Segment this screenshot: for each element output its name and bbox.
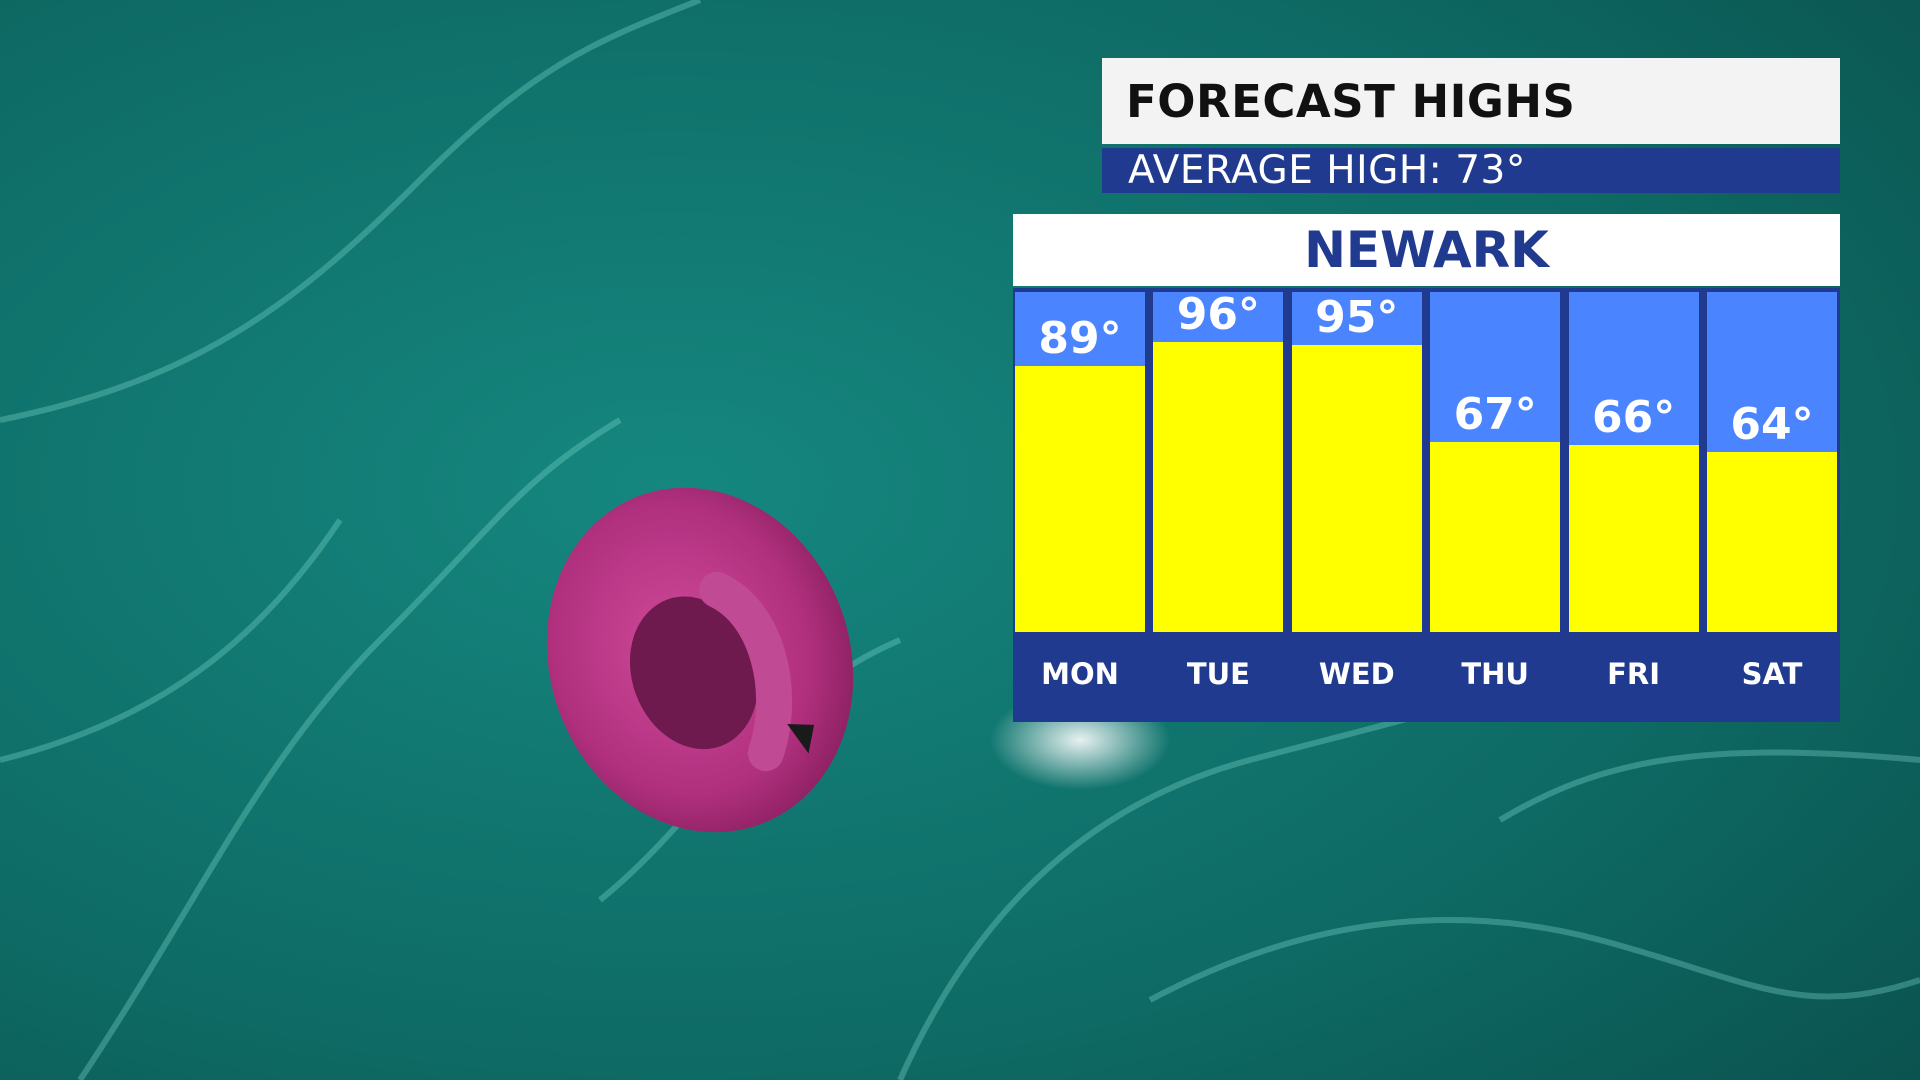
day-column-wed: 95° WED: [1291, 292, 1422, 716]
day-label-mon: MON: [1015, 632, 1145, 716]
value-label-sat: 64°: [1730, 398, 1814, 450]
average-high-value: 73°: [1455, 148, 1526, 193]
value-label-mon: 89°: [1038, 312, 1122, 364]
bar-fri: [1568, 444, 1699, 632]
average-high-label: AVERAGE HIGH:: [1128, 148, 1443, 193]
day-label-thu: THU: [1430, 632, 1561, 716]
day-label-wed: WED: [1291, 632, 1422, 716]
value-label-wed: 95°: [1315, 292, 1399, 344]
bar-wed: [1291, 345, 1422, 632]
chart-title: FORECAST HIGHS: [1126, 74, 1576, 128]
value-label-thu: 67°: [1453, 388, 1537, 440]
day-column-thu: 67° THU: [1430, 292, 1561, 716]
day-column-fri: 66° FRI: [1568, 292, 1699, 716]
value-label-fri: 66°: [1591, 391, 1676, 443]
bar-sat: [1707, 451, 1837, 632]
forecast-bar-chart: 89° MON 96° TUE 95° WED 67° THU 66° FRI 64° SAT: [1013, 288, 1840, 722]
day-column-sat: 64° SAT: [1707, 292, 1837, 716]
bar-mon: [1015, 365, 1145, 632]
day-column-mon: 89° MON: [1015, 292, 1145, 716]
day-column-tue: 96° TUE: [1153, 288, 1284, 716]
bar-thu: [1430, 441, 1561, 632]
title-panel: FORECAST HIGHS: [1102, 58, 1840, 144]
day-label-fri: FRI: [1568, 632, 1699, 716]
city-name: NEWARK: [1304, 221, 1549, 279]
value-label-tue: 96°: [1176, 288, 1260, 340]
day-label-sat: SAT: [1707, 632, 1837, 716]
day-label-tue: TUE: [1153, 632, 1284, 716]
average-high-banner: AVERAGE HIGH: 73°: [1102, 148, 1840, 193]
city-header: NEWARK: [1013, 214, 1840, 286]
bar-tue: [1153, 341, 1284, 632]
flamingo-float: [546, 487, 854, 833]
